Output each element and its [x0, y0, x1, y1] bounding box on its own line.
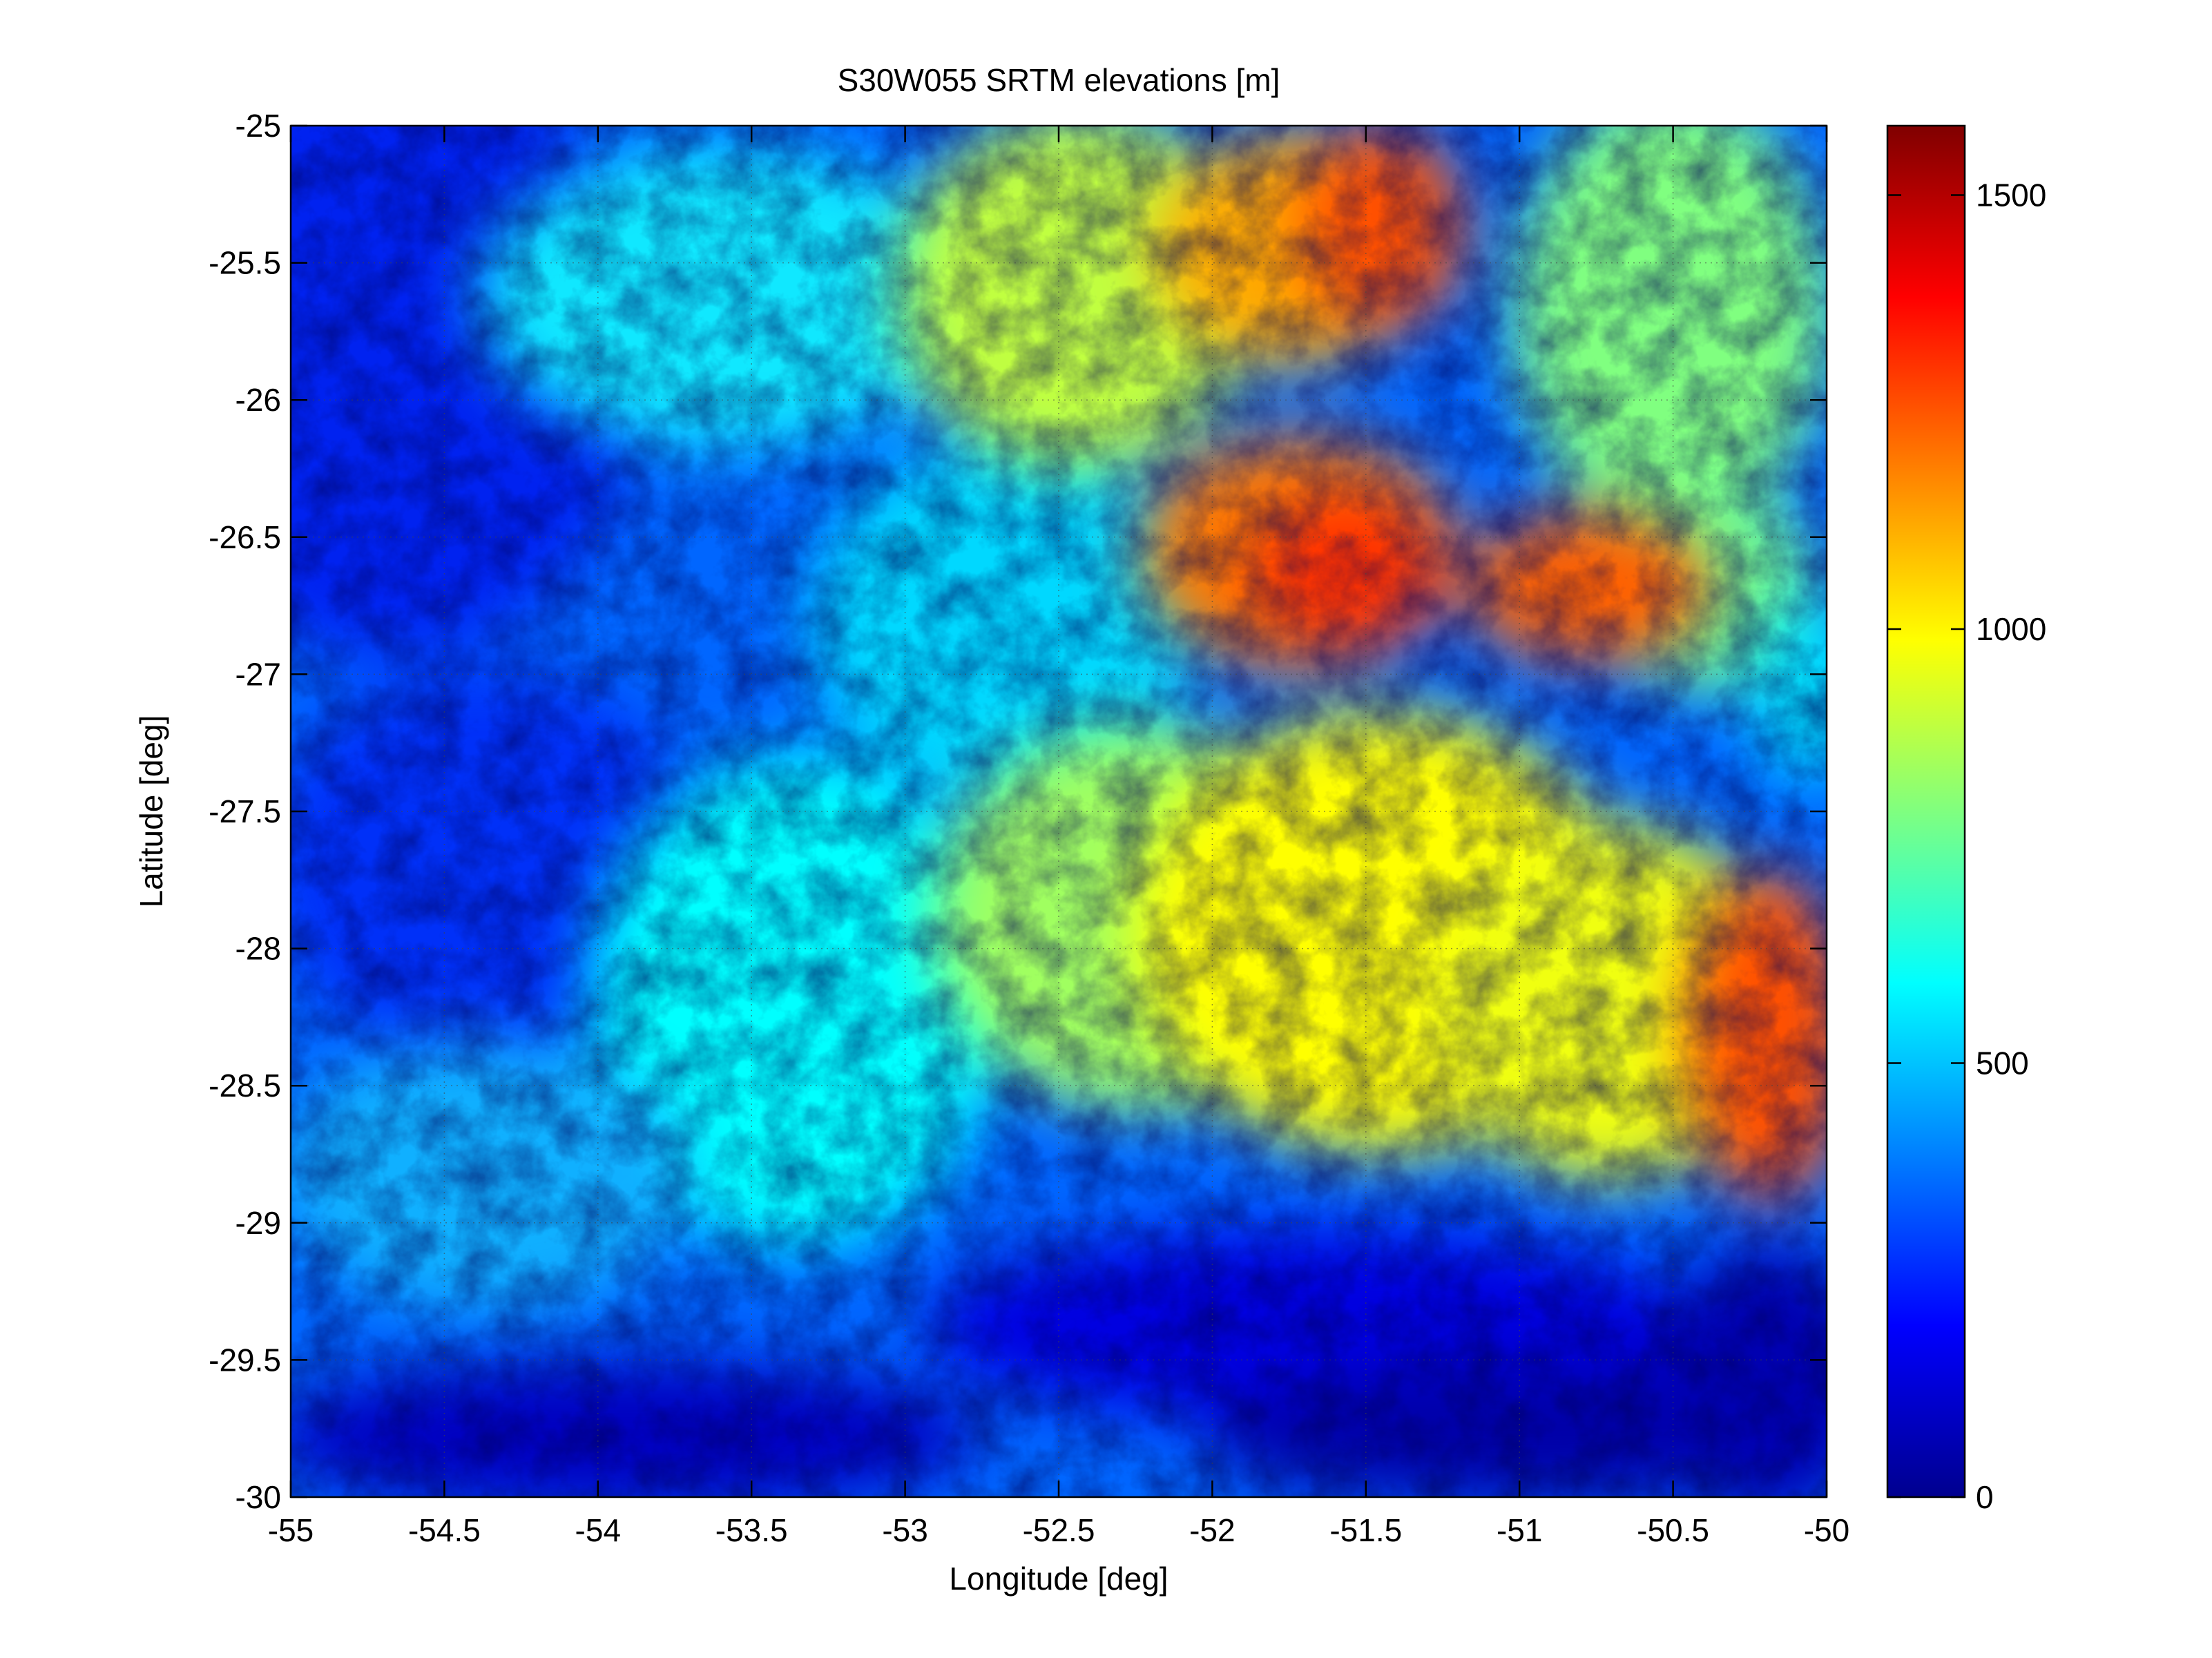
- x-tick-label: -53: [882, 1512, 927, 1548]
- y-tick-label: -27: [235, 656, 281, 692]
- x-tick-label: -52.5: [1023, 1512, 1095, 1548]
- x-tick-label: -55: [268, 1512, 314, 1548]
- y-tick-label: -26.5: [209, 519, 281, 555]
- colorbar-tick-label: 0: [1976, 1479, 1994, 1515]
- x-tick-label: -54: [575, 1512, 621, 1548]
- y-tick-label: -29.5: [209, 1342, 281, 1378]
- axis-ticks: [289, 124, 1828, 1498]
- y-tick-label: -28: [235, 931, 281, 967]
- y-tick-label: -28.5: [209, 1068, 281, 1103]
- y-tick-label: -29: [235, 1205, 281, 1241]
- y-tick-label: -30: [235, 1479, 281, 1515]
- colorbar-tick-label: 1500: [1976, 177, 2046, 213]
- x-tick-label: -51: [1497, 1512, 1542, 1548]
- colorbar: 0 500 1000 1500: [1886, 124, 2046, 1515]
- x-axis-tick-labels: -55 -54.5 -54 -53.5 -53 -52.5 -52 -51.5 -51 -50.5…: [268, 1512, 1849, 1548]
- x-tick-label: -51.5: [1329, 1512, 1402, 1548]
- x-tick-label: -50: [1804, 1512, 1849, 1548]
- colorbar-tick-label: 1000: [1976, 611, 2046, 647]
- grid-lines: [291, 126, 1827, 1497]
- y-tick-label: -26: [235, 382, 281, 418]
- y-axis-tick-labels: -25 -25.5 -26 -26.5 -27 -27.5 -28 -28.5 -29 -29.5…: [209, 108, 281, 1515]
- x-tick-label: -54.5: [408, 1512, 481, 1548]
- y-tick-label: -25.5: [209, 245, 281, 281]
- x-axis-label: Longitude [deg]: [949, 1561, 1168, 1597]
- colorbar-gradient: [1886, 124, 1966, 1498]
- y-tick-label: -27.5: [209, 793, 281, 829]
- colorbar-tick-label: 500: [1976, 1045, 2029, 1081]
- y-axis-label: Latitude [deg]: [133, 715, 169, 908]
- colorbar-ticks: 0 500 1000 1500: [1887, 177, 2046, 1515]
- x-tick-label: -53.5: [715, 1512, 788, 1548]
- chart-title: S30W055 SRTM elevations [m]: [838, 62, 1280, 98]
- y-tick-label: -25: [235, 108, 281, 144]
- x-tick-label: -50.5: [1637, 1512, 1709, 1548]
- elevation-map: [291, 126, 1827, 1497]
- x-tick-label: -52: [1189, 1512, 1235, 1548]
